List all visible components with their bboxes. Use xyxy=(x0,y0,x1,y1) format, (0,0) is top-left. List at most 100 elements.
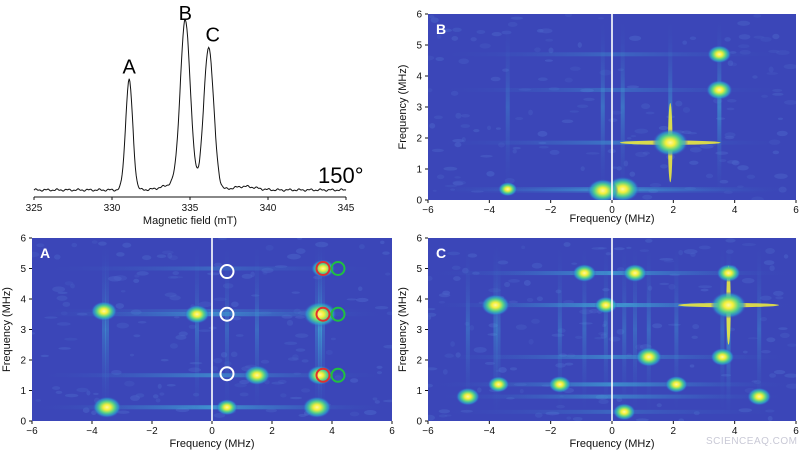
map-noise xyxy=(260,359,270,364)
x-tick-label: −4 xyxy=(484,205,496,216)
map-noise xyxy=(690,252,696,257)
map-noise xyxy=(458,58,470,65)
map-noise xyxy=(169,295,181,301)
map-noise xyxy=(441,28,453,33)
y-tick-label: 3 xyxy=(20,325,26,336)
map-noise xyxy=(751,196,764,200)
map-noise xyxy=(428,312,437,317)
map-noise xyxy=(167,252,173,259)
map-noise xyxy=(436,174,445,180)
map-noise xyxy=(515,117,524,121)
map-noise xyxy=(767,416,773,421)
x-tick-label: 0 xyxy=(609,426,615,437)
map-peak xyxy=(706,80,733,100)
map-noise xyxy=(35,399,42,402)
epr-x-tick-label: 330 xyxy=(104,203,121,214)
map-noise xyxy=(217,238,227,241)
y-tick-label: 0 xyxy=(416,417,422,428)
map-peak xyxy=(652,129,689,157)
map-noise xyxy=(76,387,89,393)
map-noise xyxy=(698,245,711,250)
map-noise xyxy=(594,336,605,340)
y-tick-label: 1 xyxy=(416,165,422,176)
x-tick-label: 2 xyxy=(671,426,677,437)
map-noise xyxy=(265,244,274,251)
map-ridge-vertical xyxy=(633,238,637,421)
epr-spectrum-line xyxy=(33,18,347,192)
map-peak xyxy=(184,304,210,324)
map-noise xyxy=(480,154,493,158)
map-ridge-vertical xyxy=(557,238,562,421)
map-noise xyxy=(213,357,223,364)
map-noise xyxy=(623,160,629,167)
map-noise xyxy=(444,184,458,188)
map-noise xyxy=(108,275,122,282)
map-noise xyxy=(136,271,149,276)
map-noise xyxy=(438,300,446,304)
map-ridge-vertical xyxy=(717,14,722,200)
map-noise xyxy=(731,160,740,166)
map-noise xyxy=(433,115,443,120)
map-noise xyxy=(129,353,135,357)
map-noise xyxy=(91,240,98,244)
map-noise xyxy=(563,300,575,304)
map-noise xyxy=(460,113,470,118)
map-noise xyxy=(519,388,524,394)
epr-x-tick-label: 345 xyxy=(338,203,355,214)
y-tick-label: 3 xyxy=(416,103,422,114)
map-noise xyxy=(479,43,491,49)
map-ridge-vertical xyxy=(318,238,322,421)
map-ridge-vertical xyxy=(757,238,762,421)
map-noise xyxy=(214,262,223,267)
epr-x-ticks: 325 330 335 340 345 xyxy=(26,197,355,214)
map-noise xyxy=(71,242,78,248)
map-noise xyxy=(773,290,784,296)
map-noise xyxy=(476,29,486,34)
map-noise xyxy=(172,271,180,276)
map-noise xyxy=(689,147,702,153)
map-noise xyxy=(52,386,61,390)
epr-peak-label-c: C xyxy=(205,25,219,47)
map-noise xyxy=(156,254,167,259)
map-noise xyxy=(675,100,683,107)
map-noise xyxy=(277,379,287,384)
x-tick-label: 2 xyxy=(671,205,677,216)
map-noise xyxy=(760,316,768,322)
map-noise xyxy=(383,399,392,403)
x-tick-label: 4 xyxy=(329,426,335,437)
map-noise xyxy=(536,296,543,302)
map-noise xyxy=(509,367,518,371)
map-peak xyxy=(92,396,122,419)
x-tick-label: 2 xyxy=(269,426,275,437)
map-noise xyxy=(292,354,299,361)
map-noise xyxy=(491,31,502,37)
map-noise xyxy=(659,257,674,261)
map-noise xyxy=(777,117,784,120)
map-noise xyxy=(133,278,140,284)
x-tick-label: −2 xyxy=(545,426,557,437)
map-noise xyxy=(188,324,197,329)
epr-x-tick-label: 340 xyxy=(260,203,277,214)
map-noise xyxy=(169,255,178,261)
map-noise xyxy=(539,28,553,34)
map-noise xyxy=(772,33,780,40)
map-noise xyxy=(265,408,278,413)
map-noise xyxy=(137,321,147,324)
map-noise xyxy=(188,367,202,373)
map-ridge-vertical xyxy=(600,14,605,200)
map-noise xyxy=(563,242,571,247)
map-ridge-vertical xyxy=(465,238,470,421)
map-noise xyxy=(167,275,179,279)
map-noise xyxy=(358,286,363,292)
map-noise xyxy=(699,144,714,149)
x-axis-label: Frequency (MHz) xyxy=(170,438,255,450)
map-noise xyxy=(564,14,572,18)
map-noise xyxy=(116,252,125,257)
map-noise xyxy=(428,55,435,61)
map-noise xyxy=(526,297,534,302)
map-noise xyxy=(536,28,544,33)
map-noise xyxy=(768,49,780,53)
map-noise xyxy=(287,253,301,260)
epr-x-tick-label: 335 xyxy=(182,203,199,214)
